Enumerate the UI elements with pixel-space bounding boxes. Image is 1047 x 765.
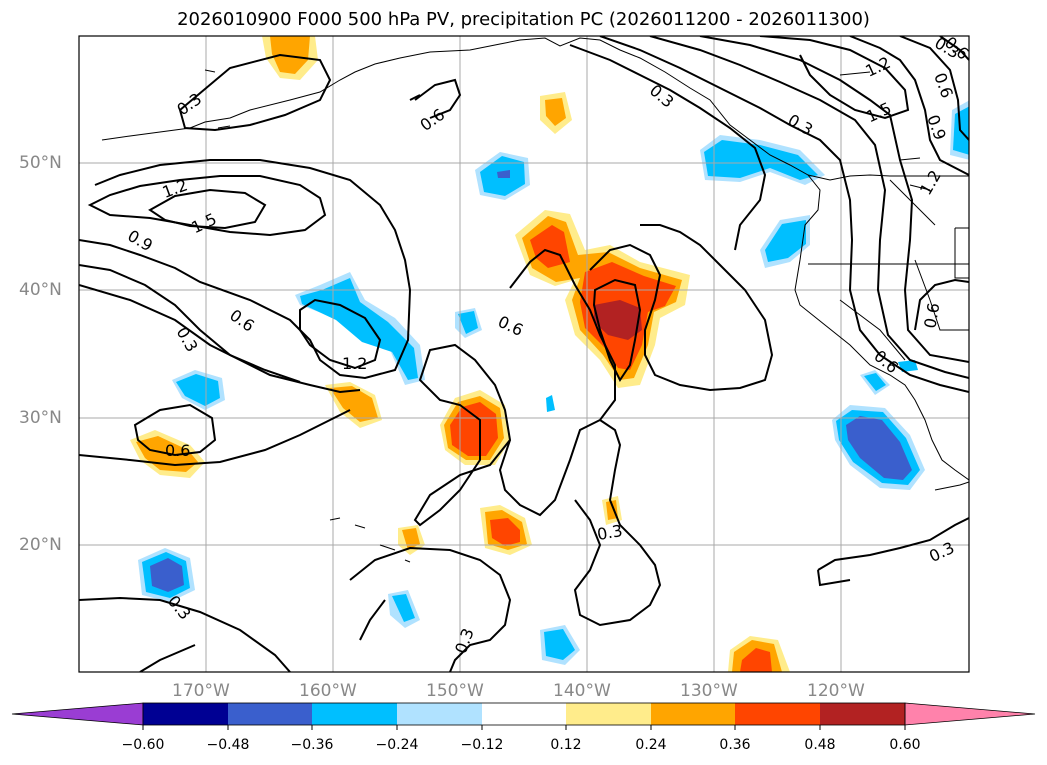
precip-blob	[594, 300, 642, 340]
precip-blob	[846, 416, 912, 480]
contour-label: 1.5	[188, 209, 219, 237]
colorbar-tick-label: −0.12	[460, 737, 504, 753]
contour-label: 0.6	[417, 105, 449, 135]
colorbar-segment	[312, 703, 397, 725]
colorbar-tick-label: 0.60	[889, 737, 921, 753]
precip-shading	[130, 36, 969, 672]
colorbar-tick-label: 0.36	[719, 737, 751, 753]
colorbar-segment	[397, 703, 482, 725]
colorbar	[11, 702, 1036, 730]
contour-label: 1.2	[862, 53, 893, 81]
plot-frame	[78, 35, 970, 673]
lon-label-140w: 140°W	[553, 681, 611, 701]
precip-blob	[544, 629, 575, 660]
colorbar-tick-label: 0.12	[550, 737, 582, 753]
colorbar-tick-label: −0.48	[206, 737, 250, 753]
precip-blob	[270, 36, 310, 74]
lat-label-20n: 20°N	[19, 535, 62, 555]
colorbar-segment	[482, 703, 566, 725]
precip-blob	[497, 170, 510, 178]
contour-label: 0.6	[930, 70, 957, 100]
pv-contours	[79, 36, 969, 672]
precip-blob	[330, 386, 378, 422]
lat-label-30n: 30°N	[19, 408, 62, 428]
lon-label-130w: 130°W	[680, 681, 738, 701]
precip-blob	[545, 98, 566, 126]
lat-label-50n: 50°N	[19, 153, 62, 173]
contour-label: 0.3	[451, 626, 478, 656]
contour-label: 0.9	[923, 112, 950, 142]
gridlines	[79, 36, 969, 672]
colorbar-segment	[566, 703, 651, 725]
colorbar-segment	[651, 703, 735, 725]
lat-label-40n: 40°N	[19, 280, 62, 300]
colorbar-extend-high	[904, 702, 1036, 726]
colorbar-tick-label: −0.24	[375, 737, 419, 753]
contour-label: 0.3	[646, 81, 678, 112]
precip-blob	[450, 402, 498, 456]
contour-label: 0.3	[926, 538, 957, 566]
contour-label: 1.5	[863, 98, 894, 126]
precip-blob	[530, 225, 570, 268]
precip-blob	[490, 518, 520, 546]
map-title: 2026010900 F000 500 hPa PV, precipitatio…	[177, 9, 870, 30]
colorbar-segment	[820, 703, 905, 725]
lon-label-120w: 120°W	[807, 681, 865, 701]
colorbar-tick-label: −0.60	[121, 737, 165, 753]
colorbar-segment	[735, 703, 820, 725]
precip-blob	[864, 373, 886, 391]
precip-blob	[150, 558, 184, 592]
colorbar-extend-low	[11, 702, 144, 726]
colorbar-tick-label: 0.24	[635, 737, 667, 753]
contour-label: 1.2	[916, 167, 945, 199]
colorbar-tick-label: −0.36	[290, 737, 334, 753]
lon-label-170w: 170°W	[172, 681, 230, 701]
precip-blob	[765, 220, 806, 262]
precip-blob	[392, 594, 415, 622]
precip-blob	[458, 311, 478, 334]
precip-blob	[898, 360, 918, 372]
contour-label: 0.6	[495, 312, 526, 340]
lon-label-150w: 150°W	[426, 681, 484, 701]
contour-label: 0.6	[165, 441, 190, 460]
contour-label: 0.6	[226, 305, 258, 335]
precip-blob	[740, 648, 772, 672]
precip-blob	[704, 140, 818, 180]
colorbar-segment	[143, 703, 228, 725]
contour-label: 1.2	[342, 354, 367, 373]
contour-label: 0.6	[920, 301, 943, 329]
contour-label: 0.3	[596, 521, 624, 544]
coastlines	[101, 37, 969, 563]
colorbar-tick-label: 0.48	[804, 737, 836, 753]
precip-blob	[546, 395, 555, 412]
colorbar-segment	[228, 703, 312, 725]
lon-label-160w: 160°W	[299, 681, 357, 701]
precip-blob	[176, 374, 220, 406]
